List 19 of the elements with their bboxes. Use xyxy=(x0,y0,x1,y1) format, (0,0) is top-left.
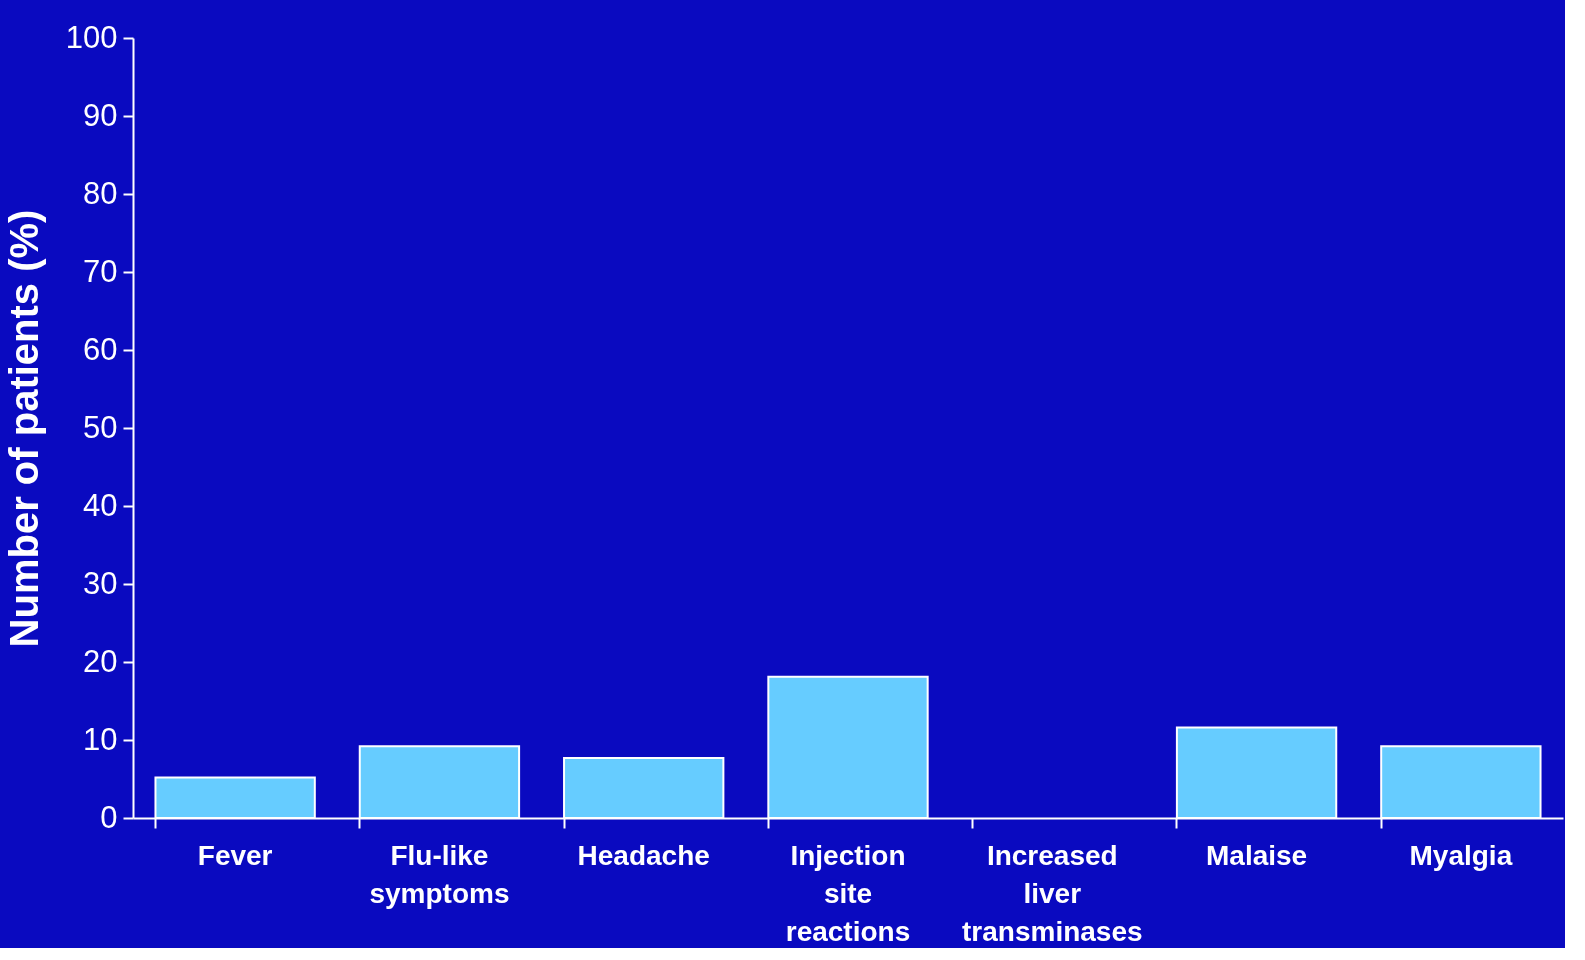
y-tick-label: 80 xyxy=(83,175,118,211)
y-tick-label: 60 xyxy=(83,331,118,367)
y-tick-label: 20 xyxy=(83,643,118,679)
x-tick-label: Increased liver transminases xyxy=(962,839,1143,947)
x-tick-label: Headache xyxy=(577,839,710,871)
y-tick-label: 50 xyxy=(83,409,118,445)
x-tick-label: Myalgia xyxy=(1409,839,1513,871)
y-tick-label: 70 xyxy=(83,253,118,289)
x-tick-label: Malaise xyxy=(1205,839,1308,871)
y-axis-title: Number of patients (%) xyxy=(1,209,46,648)
x-tick-label: Flu-like symptoms xyxy=(369,839,510,909)
y-tick-label: 10 xyxy=(83,721,118,757)
x-tick-label: Injection site reactions xyxy=(785,839,911,947)
y-tick-label: 30 xyxy=(83,565,118,601)
y-tick-label: 90 xyxy=(83,97,118,133)
y-tick-label: 0 xyxy=(100,799,118,835)
x-tick-label: Fever xyxy=(197,839,273,871)
y-tick-label: 100 xyxy=(65,19,118,55)
y-tick-label: 40 xyxy=(83,487,118,523)
